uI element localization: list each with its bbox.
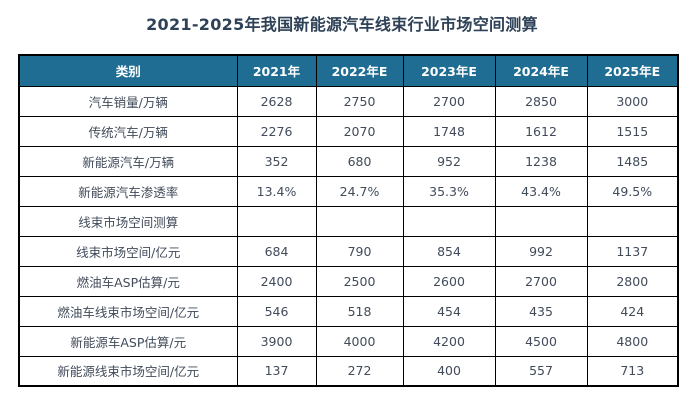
table-cell: 24.7% xyxy=(315,175,404,207)
table-cell: 2400 xyxy=(236,265,317,297)
column-header-5: 2025年E xyxy=(586,54,679,87)
table-cell: 400 xyxy=(402,355,496,387)
table-row: 传统汽车/万辆 2276 2070 1748 1612 1515 xyxy=(18,115,679,147)
table-row: 新能源线束市场空间/亿元 137 272 400 557 713 xyxy=(18,355,679,387)
table-body: 汽车销量/万辆 2628 2750 2700 2850 3000 传统汽车/万辆 2276 20… xyxy=(18,85,679,387)
row-label: 燃油车ASP估算/元 xyxy=(18,265,238,297)
table-cell xyxy=(402,205,496,237)
table-cell: 2750 xyxy=(315,85,404,117)
table-cell: 992 xyxy=(494,235,588,267)
table-cell: 1515 xyxy=(586,115,679,147)
row-label: 新能源车ASP估算/元 xyxy=(18,325,238,357)
row-label: 新能源线束市场空间/亿元 xyxy=(18,355,238,387)
table-cell: 352 xyxy=(236,145,317,177)
table-cell: 713 xyxy=(586,355,679,387)
table-cell: 4000 xyxy=(315,325,404,357)
table-cell: 435 xyxy=(494,295,588,327)
table-cell: 557 xyxy=(494,355,588,387)
table-cell: 2700 xyxy=(402,85,496,117)
table-cell xyxy=(586,205,679,237)
row-label: 传统汽车/万辆 xyxy=(18,115,238,147)
table-cell: 1612 xyxy=(494,115,588,147)
row-label: 汽车销量/万辆 xyxy=(18,85,238,117)
table-cell xyxy=(236,205,317,237)
column-header-2: 2022年E xyxy=(315,54,404,87)
table-cell: 790 xyxy=(315,235,404,267)
table-cell: 2500 xyxy=(315,265,404,297)
market-space-table: 类别 2021年 2022年E 2023年E 2024年E 2025年E 汽车销量/万辆 2… xyxy=(18,54,679,387)
table-row: 燃油车ASP估算/元 2400 2500 2600 2700 2800 xyxy=(18,265,679,297)
table-cell: 2070 xyxy=(315,115,404,147)
table-cell: 137 xyxy=(236,355,317,387)
table-row: 线束市场空间/亿元 684 790 854 992 1137 xyxy=(18,235,679,267)
column-header-0: 类别 xyxy=(18,54,238,87)
table-cell: 49.5% xyxy=(586,175,679,207)
table-header-row: 类别 2021年 2022年E 2023年E 2024年E 2025年E xyxy=(18,54,679,87)
table-row: 燃油车线束市场空间/亿元 546 518 454 435 424 xyxy=(18,295,679,327)
table-cell: 1748 xyxy=(402,115,496,147)
table-cell: 2600 xyxy=(402,265,496,297)
table-row: 汽车销量/万辆 2628 2750 2700 2850 3000 xyxy=(18,85,679,117)
table-cell: 1238 xyxy=(494,145,588,177)
table-cell: 680 xyxy=(315,145,404,177)
table-cell: 684 xyxy=(236,235,317,267)
table-cell: 13.4% xyxy=(236,175,317,207)
table-cell: 3900 xyxy=(236,325,317,357)
table-cell: 43.4% xyxy=(494,175,588,207)
table-cell: 1485 xyxy=(586,145,679,177)
table-row: 新能源汽车渗透率 13.4% 24.7% 35.3% 43.4% 49.5% xyxy=(18,175,679,207)
table-cell: 2850 xyxy=(494,85,588,117)
table-cell: 546 xyxy=(236,295,317,327)
table-cell: 952 xyxy=(402,145,496,177)
row-label: 燃油车线束市场空间/亿元 xyxy=(18,295,238,327)
table-cell: 3000 xyxy=(586,85,679,117)
chart-title: 2021-2025年我国新能源汽车线束行业市场空间测算 xyxy=(146,15,538,34)
table-row: 新能源车ASP估算/元 3900 4000 4200 4500 4800 xyxy=(18,325,679,357)
table-cell: 4500 xyxy=(494,325,588,357)
table-cell: 518 xyxy=(315,295,404,327)
table-cell: 424 xyxy=(586,295,679,327)
table-cell: 1137 xyxy=(586,235,679,267)
column-header-1: 2021年 xyxy=(236,54,317,87)
row-label: 新能源汽车渗透率 xyxy=(18,175,238,207)
table-cell: 4200 xyxy=(402,325,496,357)
table-cell: 2276 xyxy=(236,115,317,147)
table-cell: 454 xyxy=(402,295,496,327)
table-cell xyxy=(315,205,404,237)
row-label: 线束市场空间/亿元 xyxy=(18,235,238,267)
table-cell: 4800 xyxy=(586,325,679,357)
row-label: 线束市场空间测算 xyxy=(18,205,238,237)
table-row: 新能源汽车/万辆 352 680 952 1238 1485 xyxy=(18,145,679,177)
table-cell: 2700 xyxy=(494,265,588,297)
table-cell: 2800 xyxy=(586,265,679,297)
table-header: 类别 2021年 2022年E 2023年E 2024年E 2025年E xyxy=(18,54,679,87)
table-cell: 35.3% xyxy=(402,175,496,207)
table-cell: 854 xyxy=(402,235,496,267)
table-cell xyxy=(494,205,588,237)
column-header-4: 2024年E xyxy=(494,54,588,87)
row-label: 新能源汽车/万辆 xyxy=(18,145,238,177)
table-row: 线束市场空间测算 xyxy=(18,205,679,237)
table-cell: 272 xyxy=(315,355,404,387)
column-header-3: 2023年E xyxy=(402,54,496,87)
table-cell: 2628 xyxy=(236,85,317,117)
